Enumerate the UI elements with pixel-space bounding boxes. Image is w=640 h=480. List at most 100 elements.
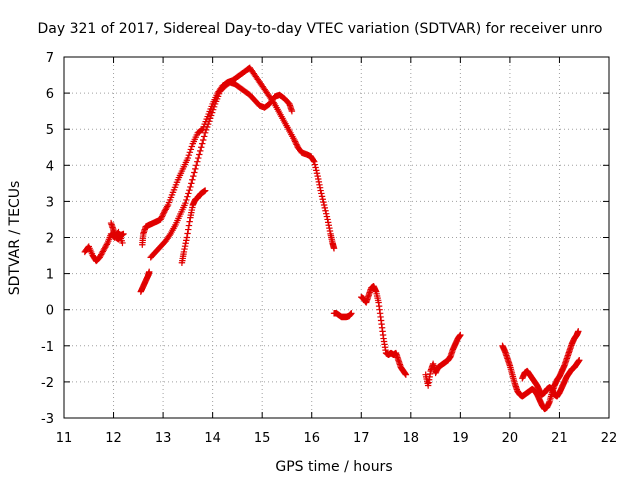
data-point (194, 158, 201, 165)
x-tick-label: 16 (303, 431, 320, 446)
data-point (146, 268, 153, 275)
data-point (204, 120, 212, 128)
series-pass-5 (178, 187, 209, 266)
data-point (348, 310, 355, 317)
data-point (103, 241, 111, 248)
data-point (158, 214, 165, 222)
x-tick-label: 18 (403, 431, 420, 446)
series-pass-1b (107, 219, 127, 243)
data-point (291, 136, 298, 144)
data-point (575, 328, 582, 335)
series-pass-9 (499, 328, 582, 413)
series-pass-1 (81, 228, 126, 265)
series-pass-10 (519, 357, 583, 400)
data-point (185, 222, 193, 229)
data-point (185, 151, 193, 159)
data-point (159, 211, 166, 219)
series-pass-7 (358, 283, 410, 378)
x-tick-label: 17 (353, 431, 370, 446)
data-point (318, 190, 325, 197)
x-tick-label: 19 (452, 431, 469, 446)
data-point (120, 230, 127, 238)
data-points (81, 64, 583, 413)
x-axis-label: GPS time / hours (275, 459, 392, 475)
data-point (190, 172, 197, 180)
data-point (182, 200, 189, 207)
data-point (312, 164, 319, 171)
x-tick-label: 14 (204, 431, 221, 446)
data-point (187, 183, 194, 191)
data-point (193, 162, 200, 169)
x-tick-label: 20 (502, 431, 519, 446)
data-point (208, 109, 216, 116)
data-point (320, 201, 328, 209)
data-point (202, 187, 209, 194)
data-point (319, 196, 326, 203)
data-point (157, 216, 164, 223)
data-point (160, 210, 167, 217)
y-axis-label: SDTVAR / TECUs (7, 181, 23, 296)
data-point (197, 147, 204, 155)
data-point (166, 232, 173, 239)
data-point (457, 331, 464, 339)
chart-title: Day 321 of 2017, Sidereal Day-to-day VTE… (38, 21, 603, 37)
x-tick-label: 12 (105, 431, 122, 446)
data-point (184, 154, 192, 162)
data-point (164, 203, 171, 210)
data-point (202, 126, 210, 134)
data-point (192, 165, 199, 173)
data-point (322, 207, 329, 214)
data-point (186, 149, 194, 156)
data-point (203, 123, 211, 131)
y-tick-label: 2 (46, 232, 54, 247)
data-point (293, 141, 300, 148)
data-point (185, 226, 192, 233)
data-point (322, 210, 330, 217)
x-tick-label: 21 (551, 431, 568, 446)
data-point (402, 371, 410, 378)
data-point (186, 218, 193, 225)
data-point (200, 136, 207, 144)
data-point (320, 198, 327, 206)
data-point (184, 230, 191, 237)
y-tick-label: -2 (41, 376, 54, 391)
y-tick-label: -1 (41, 340, 54, 355)
y-tick-label: 1 (46, 268, 54, 283)
data-point (210, 103, 218, 111)
data-point (187, 146, 195, 153)
data-point (313, 167, 320, 174)
data-point (311, 161, 319, 168)
series-pass-2 (137, 268, 153, 295)
data-point (198, 144, 205, 151)
y-tick-label: 4 (46, 159, 54, 174)
data-point (207, 112, 215, 119)
data-point (291, 138, 299, 145)
y-tick-label: 7 (46, 51, 54, 66)
series-pass-4 (147, 79, 296, 261)
x-tick-label: 22 (601, 431, 618, 446)
data-point (576, 357, 583, 364)
y-tick-label: 3 (46, 195, 54, 210)
data-point (209, 106, 217, 113)
x-tick-label: 13 (155, 431, 172, 446)
data-point (188, 180, 195, 187)
data-point (310, 157, 317, 164)
y-tick-label: 5 (46, 123, 54, 138)
data-point (189, 176, 196, 183)
data-point (205, 118, 213, 125)
data-point (195, 154, 202, 162)
series-pass-6 (330, 310, 355, 321)
data-point (313, 170, 321, 177)
data-point (317, 187, 324, 194)
x-tick-label: 11 (56, 431, 73, 446)
x-tick-label: 15 (254, 431, 271, 446)
data-point (184, 193, 191, 200)
data-point (199, 140, 206, 147)
data-point (321, 204, 329, 212)
grid-lines (64, 57, 609, 418)
data-point (323, 213, 331, 220)
data-point (188, 143, 196, 150)
data-point (330, 245, 338, 252)
